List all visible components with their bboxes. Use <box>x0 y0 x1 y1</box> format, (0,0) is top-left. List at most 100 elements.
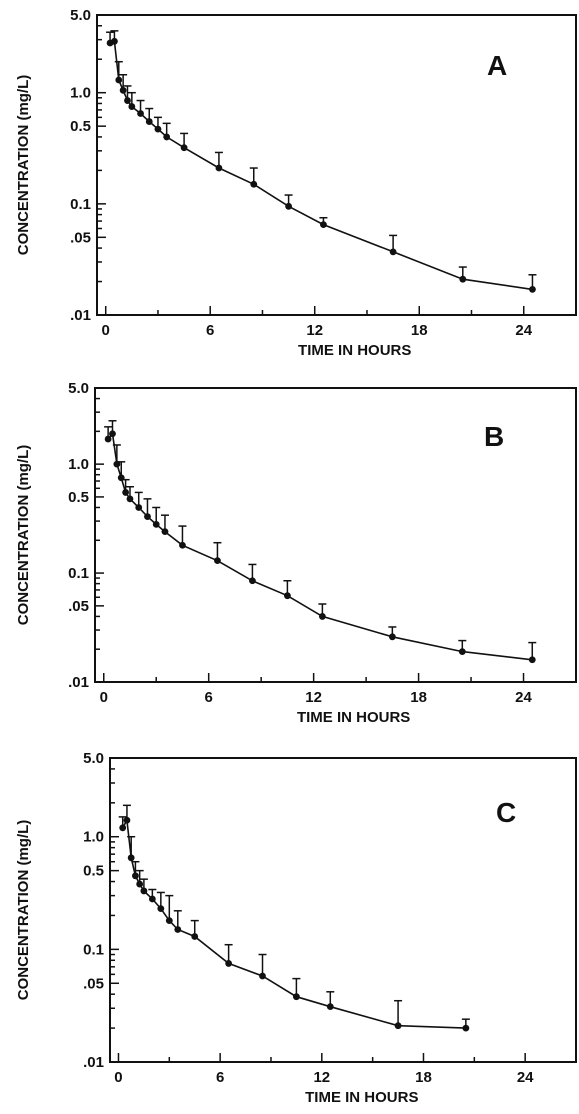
chart-panel-a: 0 6 12 18 24 5.0 1.0 0.5 0.1 .05 .01 TIME IN HOURS C… <box>15 7 577 359</box>
x-tick-label: 12 <box>306 322 323 339</box>
data-point <box>135 504 143 511</box>
y-tick-label: 0.5 <box>68 489 89 506</box>
y-tick-label: 0.5 <box>83 863 104 880</box>
panel-letter: A <box>487 50 507 81</box>
y-tick-label: 5.0 <box>68 380 89 397</box>
x-axis-label: TIME IN HOURS <box>297 709 410 726</box>
data-point <box>148 895 156 903</box>
data-point <box>152 520 160 528</box>
data-point <box>326 1003 334 1011</box>
y-tick-label: 5.0 <box>83 750 104 767</box>
x-tick-label: 6 <box>216 1069 224 1086</box>
data-point <box>179 541 186 549</box>
data-point <box>215 164 223 172</box>
y-tick-label: 1.0 <box>68 456 89 473</box>
data-point <box>259 972 266 980</box>
data-point <box>462 1024 470 1032</box>
data-point <box>459 275 467 283</box>
data-point <box>136 880 144 888</box>
data-point <box>109 430 116 438</box>
x-tick-label: 24 <box>517 1069 534 1086</box>
data-point <box>115 76 123 84</box>
data-point <box>157 905 165 913</box>
data-point <box>320 221 327 229</box>
data-point <box>174 926 182 933</box>
y-tick-label: .01 <box>70 307 91 324</box>
chart-panel-b: 0 6 12 18 24 5.0 1.0 0.5 0.1 .05 .01 TIME IN HOURS C… <box>15 380 577 726</box>
y-tick-label: .05 <box>70 229 91 246</box>
y-tick-label: 1.0 <box>70 85 91 102</box>
y-axis-label: CONCENTRATION (mg/L) <box>15 445 32 626</box>
plot-frame <box>109 757 577 1063</box>
data-point <box>285 202 292 210</box>
x-axis-label: TIME IN HOURS <box>305 1089 418 1106</box>
data-point <box>111 37 118 45</box>
data-point <box>250 180 258 188</box>
data-point <box>318 613 326 620</box>
data-point <box>132 872 139 880</box>
y-tick-label: 0.1 <box>70 196 91 213</box>
data-point <box>127 854 135 862</box>
x-tick-label: 0 <box>102 322 110 339</box>
data-point <box>144 513 151 520</box>
x-tick-label: 0 <box>100 689 108 706</box>
plot-frame <box>94 387 577 683</box>
y-tick-label: .01 <box>68 674 89 691</box>
data-point <box>128 103 136 110</box>
panel-letter: B <box>484 421 504 452</box>
data-point <box>163 133 171 141</box>
series-line <box>109 40 533 291</box>
y-tick-label: 0.1 <box>68 565 89 582</box>
data-point <box>388 633 396 641</box>
data-point <box>293 993 300 1001</box>
data-point <box>249 577 256 585</box>
data-point <box>180 144 188 152</box>
y-tick-label: 0.1 <box>83 941 104 958</box>
x-tick-label: 12 <box>305 689 322 706</box>
y-tick-label: 1.0 <box>83 829 104 846</box>
y-tick-label: 0.5 <box>70 118 91 135</box>
data-point <box>225 960 233 967</box>
x-tick-label: 24 <box>515 689 532 706</box>
data-point <box>214 557 221 565</box>
data-point <box>191 933 199 940</box>
plot-frame <box>96 14 577 316</box>
data-point <box>119 824 127 832</box>
x-axis-label: TIME IN HOURS <box>298 342 411 359</box>
data-point <box>145 118 153 125</box>
data-point <box>389 248 397 256</box>
y-tick-label: .01 <box>83 1054 104 1071</box>
y-tick-label: .05 <box>68 598 89 615</box>
series-line <box>107 431 533 661</box>
data-point <box>104 435 112 443</box>
data-point <box>528 656 536 664</box>
y-tick-label: .05 <box>83 975 104 992</box>
data-point <box>124 97 131 104</box>
data-point <box>154 125 162 133</box>
panel-letter: C <box>496 797 516 828</box>
x-tick-label: 18 <box>415 1069 432 1086</box>
data-point <box>458 648 466 656</box>
data-point <box>161 528 169 536</box>
data-point <box>122 489 130 496</box>
x-tick-label: 6 <box>206 322 214 339</box>
x-tick-label: 6 <box>205 689 213 706</box>
y-axis-label: CONCENTRATION (mg/L) <box>15 75 32 256</box>
x-tick-label: 0 <box>114 1069 122 1086</box>
data-point <box>394 1022 402 1030</box>
data-point <box>137 110 144 117</box>
data-point <box>119 86 127 94</box>
data-point <box>123 816 131 824</box>
x-tick-label: 24 <box>515 322 532 339</box>
data-point <box>165 917 173 925</box>
y-tick-label: 5.0 <box>70 7 91 24</box>
data-point <box>140 887 148 895</box>
data-point <box>126 495 134 503</box>
chart-panel-c: 0 6 12 18 24 5.0 1.0 0.5 0.1 .05 .01 TIME IN HOURS C… <box>15 750 577 1106</box>
y-axis-label: CONCENTRATION (mg/L) <box>15 820 32 1001</box>
x-tick-label: 18 <box>410 689 427 706</box>
data-point <box>529 285 536 293</box>
x-tick-label: 12 <box>313 1069 330 1086</box>
x-tick-label: 18 <box>411 322 428 339</box>
